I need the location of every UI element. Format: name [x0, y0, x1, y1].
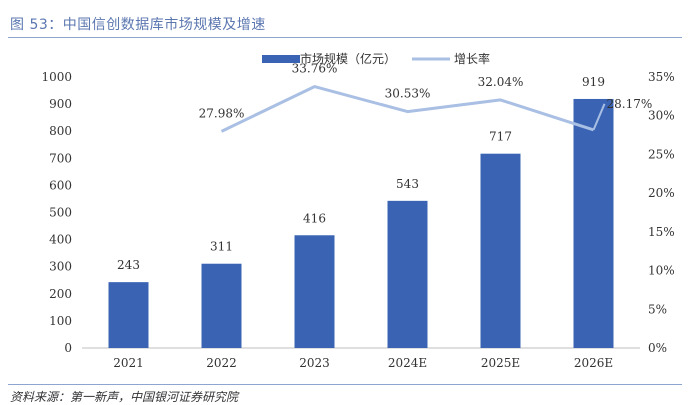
x-tick-label: 2026E [574, 356, 613, 370]
source-divider [8, 384, 682, 385]
axes: 0 100 200 300 400 500 600 700 800 900 1000 0% 5% 10% 1… [41, 70, 674, 370]
x-tick-label: 2023 [299, 356, 330, 370]
y-right-tick-label: 10% [648, 264, 675, 278]
x-tick-label: 2025E [481, 356, 520, 370]
legend-line-label: 增长率 [454, 51, 490, 66]
bar [294, 235, 335, 348]
chart: 市场规模（亿元） 增长率 0 100 200 300 400 500 600 700 800 90… [41, 51, 674, 370]
bar [201, 263, 242, 348]
bar-value-label: 919 [582, 75, 605, 89]
y-left-tick-label: 200 [49, 287, 72, 301]
legend-bar-label: 市场规模（亿元） [300, 51, 396, 66]
bar [480, 153, 521, 348]
y-left-tick-label: 400 [49, 233, 72, 247]
bar [108, 282, 149, 348]
growth-line-path [220, 85, 594, 133]
y-right-tick-label: 15% [648, 225, 675, 239]
x-tick-label: 2021 [113, 356, 144, 370]
bar-value-label: 717 [489, 130, 512, 144]
line-label-leader [592, 103, 606, 131]
y-right-tick-label: 25% [648, 147, 675, 161]
legend: 市场规模（亿元） 增长率 [262, 51, 490, 66]
figure-title: 图 53：中国信创数据库市场规模及增速 [10, 17, 266, 33]
y-left-tick-label: 600 [49, 178, 72, 192]
y-left-tick-label: 900 [49, 97, 72, 111]
y-right-tick-label: 30% [648, 109, 675, 123]
bars [108, 98, 614, 349]
y-right-tick-label: 5% [648, 302, 667, 316]
y-left-tick-label: 500 [49, 206, 72, 220]
bar-value-label: 543 [396, 177, 419, 191]
bar [387, 200, 428, 348]
line-value-label: 32.04% [478, 75, 524, 89]
line-value-label: 28.17% [607, 97, 653, 111]
x-tick-label: 2022 [206, 356, 237, 370]
title-divider [8, 37, 682, 38]
y-left-tick-label: 100 [49, 314, 72, 328]
y-right-tick-label: 20% [648, 186, 675, 200]
y-right-tick-label: 0% [648, 341, 667, 355]
line-value-label: 30.53% [385, 87, 431, 101]
y-left-tick-label: 1000 [41, 70, 72, 84]
y-left-tick-label: 700 [49, 151, 72, 165]
growth-line [220, 85, 594, 133]
bar [573, 98, 614, 349]
y-left-tick-label: 0 [64, 341, 72, 355]
line-value-label: 33.76% [292, 62, 338, 76]
data-labels: 243 311 416 543 717 919 27.98% 33.76% 30.53% 32.0… [117, 62, 652, 273]
y-left-tick-label: 800 [49, 124, 72, 138]
legend-bar-swatch [262, 55, 300, 63]
bar-value-label: 311 [210, 240, 233, 254]
figure-source: 资料来源：第一新声，中国银河证券研究院 [10, 390, 239, 404]
bar-value-label: 416 [303, 211, 326, 225]
line-value-label: 27.98% [199, 106, 245, 120]
y-right-tick-label: 35% [648, 70, 675, 84]
bar-value-label: 243 [117, 258, 140, 272]
x-tick-label: 2024E [388, 356, 427, 370]
y-left-tick-label: 300 [49, 260, 72, 274]
